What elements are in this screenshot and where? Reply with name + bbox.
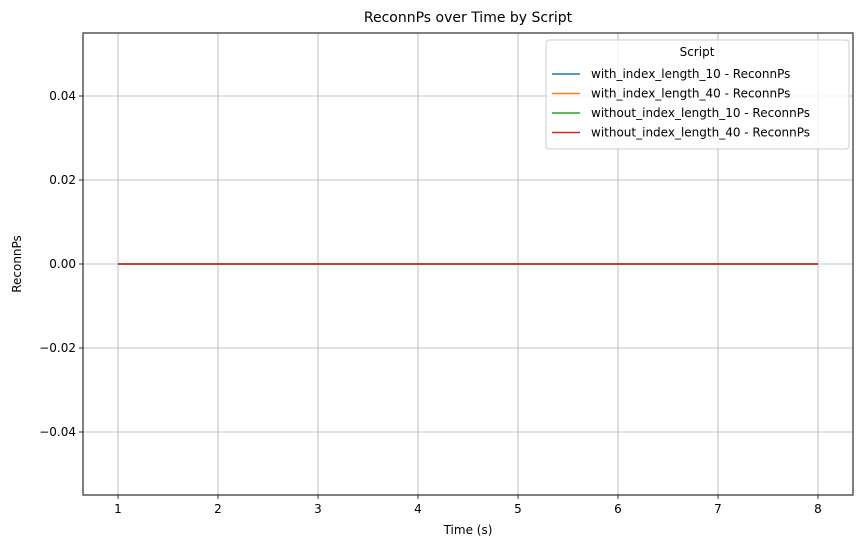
y-tick-label: 0.04: [49, 89, 76, 103]
legend-entries: with_index_length_10 - ReconnPs with_inde…: [552, 67, 810, 140]
x-axis-label: Time (s): [443, 523, 493, 537]
y-tick-label: 0.02: [49, 173, 76, 187]
chart-title: ReconnPs over Time by Script: [364, 10, 573, 26]
y-axis-label: ReconnPs: [10, 235, 24, 293]
y-axis: −0.04 −0.02 0.00 0.02 0.04: [39, 89, 83, 439]
legend-label-2: with_index_length_40 - ReconnPs: [591, 87, 790, 101]
x-tick-label: 6: [614, 502, 622, 516]
y-tick-label: −0.04: [39, 425, 76, 439]
x-tick-label: 7: [714, 502, 722, 516]
legend-label-4: without_index_length_40 - ReconnPs: [591, 126, 810, 140]
x-tick-label: 3: [314, 502, 322, 516]
x-tick-label: 8: [814, 502, 822, 516]
y-tick-label: −0.02: [39, 341, 76, 355]
legend-title: Script: [680, 45, 715, 59]
x-axis: 1 2 3 4 5 6 7 8: [114, 495, 822, 516]
legend-box: [545, 39, 850, 150]
legend-label-3: without_index_length_10 - ReconnPs: [591, 106, 810, 120]
legend-label-1: with_index_length_10 - ReconnPs: [591, 67, 790, 81]
x-tick-label: 2: [214, 502, 222, 516]
x-tick-label: 1: [114, 502, 122, 516]
x-tick-label: 5: [514, 502, 522, 516]
x-tick-label: 4: [414, 502, 422, 516]
y-tick-label: 0.00: [49, 257, 76, 271]
legend: Script with_index_length_10 - ReconnPswi…: [545, 39, 850, 150]
